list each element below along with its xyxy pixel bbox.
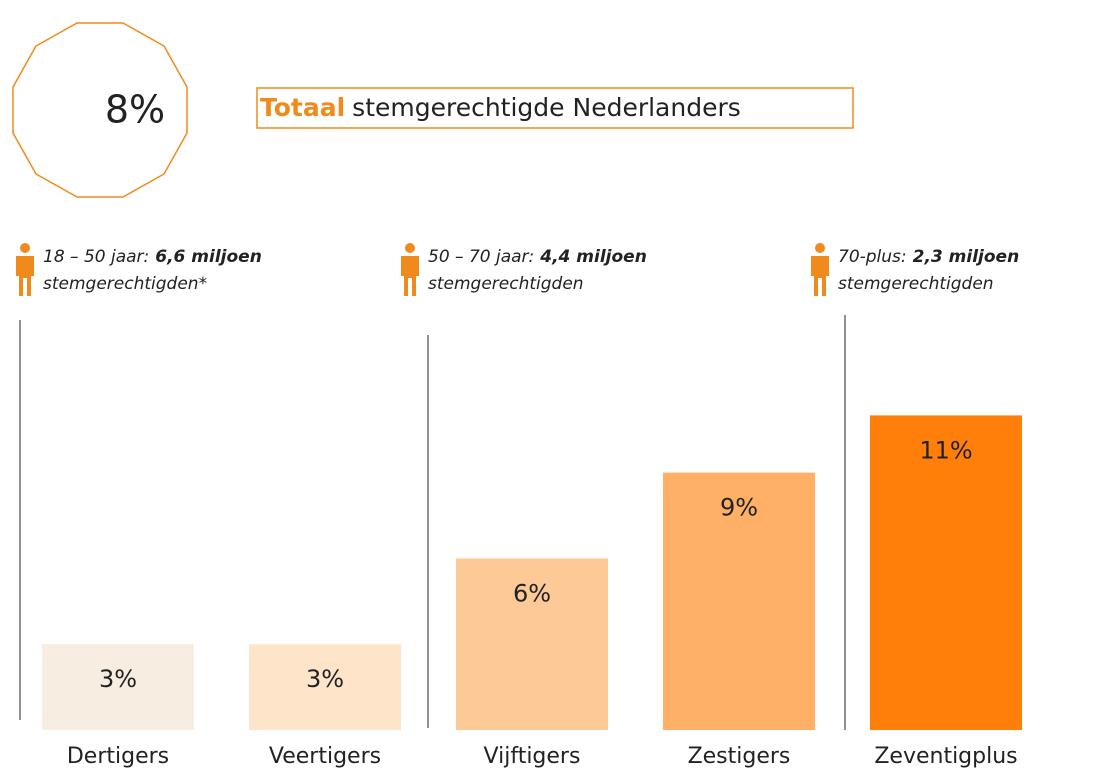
category-label: Zeventigplus	[874, 744, 1017, 769]
group-count: 6,6 miljoen	[155, 247, 262, 267]
category-label: Zestigers	[688, 744, 791, 769]
total-title-rest: stemgerechtigde Nederlanders	[352, 93, 741, 122]
group-heading: 70-plus: 2,3 miljoen	[838, 247, 1019, 267]
bar	[42, 644, 194, 730]
total-value: 8%	[105, 88, 165, 132]
category-label: Veertigers	[269, 744, 381, 769]
value-label: 9%	[720, 494, 758, 522]
bar	[456, 558, 608, 730]
group-suffix: stemgerechtigden	[428, 274, 584, 294]
value-label: 3%	[99, 665, 137, 693]
total-title: Totaal stemgerechtigde Nederlanders	[260, 93, 741, 122]
group-count: 4,4 miljoen	[539, 247, 647, 267]
bar	[663, 472, 815, 730]
bar	[870, 415, 1022, 730]
value-label: 6%	[513, 579, 551, 607]
group-range: 70-plus:	[838, 247, 907, 267]
group-count: 2,3 miljoen	[913, 247, 1020, 267]
person-icon-body	[401, 256, 419, 296]
bar	[249, 644, 401, 730]
category-label: Dertigers	[67, 744, 169, 769]
group-suffix: stemgerechtigden	[838, 274, 994, 294]
person-icon-body	[811, 256, 829, 296]
total-title-box	[256, 87, 854, 129]
group-heading: 50 – 70 jaar: 4,4 miljoen	[428, 247, 647, 267]
group-range: 50 – 70 jaar:	[428, 247, 534, 267]
group-suffix: stemgerechtigden*	[43, 274, 207, 294]
value-label: 3%	[306, 665, 344, 693]
person-icon-head	[815, 243, 825, 253]
person-icon-body	[16, 256, 34, 296]
value-label: 11%	[919, 436, 972, 464]
total-badge	[12, 22, 188, 198]
group-range: 18 – 50 jaar:	[43, 247, 149, 267]
person-icon-head	[20, 243, 30, 253]
total-title-bold: Totaal	[260, 93, 345, 122]
category-label: Vijftigers	[484, 744, 581, 769]
group-heading: 18 – 50 jaar: 6,6 miljoen	[43, 247, 262, 267]
person-icon-head	[405, 243, 415, 253]
